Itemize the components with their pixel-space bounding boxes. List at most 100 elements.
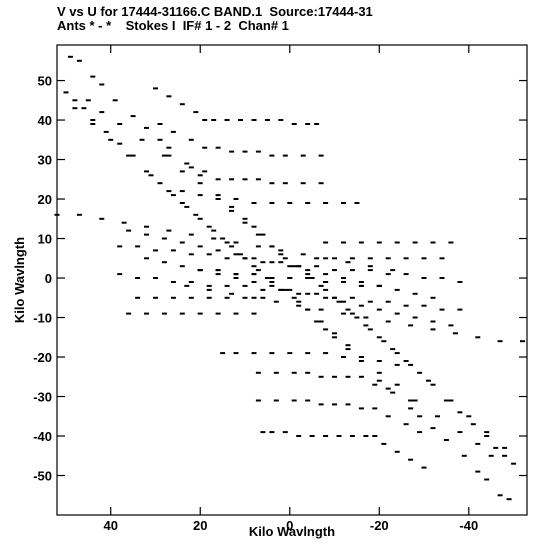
- data-point: [421, 304, 427, 307]
- data-point: [300, 182, 306, 185]
- data-point: [394, 383, 400, 386]
- data-point: [103, 130, 109, 133]
- data-point: [233, 277, 239, 279]
- data-point: [282, 182, 288, 185]
- data-point: [179, 202, 185, 204]
- data-point: [394, 288, 400, 291]
- data-point: [188, 138, 194, 141]
- data-point: [166, 229, 172, 232]
- data-point: [484, 431, 490, 434]
- data-point: [345, 375, 351, 378]
- data-point: [300, 154, 306, 157]
- data-point: [117, 245, 123, 248]
- x-tick-label: -20: [370, 518, 389, 533]
- data-point: [497, 494, 503, 497]
- data-point: [215, 198, 221, 200]
- data-point: [220, 237, 226, 240]
- data-point: [157, 138, 163, 141]
- data-point: [394, 450, 400, 453]
- data-point: [439, 257, 445, 260]
- data-point: [390, 348, 396, 351]
- y-tick-label: 50: [38, 74, 52, 89]
- data-point: [412, 292, 418, 295]
- data-point: [269, 202, 275, 204]
- data-point: [229, 178, 235, 181]
- data-point: [215, 146, 221, 149]
- data-point: [229, 150, 235, 153]
- data-point: [403, 360, 409, 362]
- data-point: [430, 241, 436, 244]
- data-point: [170, 281, 176, 283]
- data-point: [385, 415, 391, 418]
- data-point: [457, 431, 463, 434]
- data-point: [144, 170, 149, 173]
- data-point: [296, 435, 302, 437]
- data-point: [323, 352, 329, 355]
- data-point: [224, 296, 230, 299]
- data-point: [345, 261, 351, 264]
- data-point: [206, 225, 212, 228]
- data-point: [421, 277, 427, 279]
- data-point: [211, 237, 217, 240]
- data-point: [296, 265, 302, 268]
- data-point: [376, 308, 382, 311]
- data-point: [197, 269, 203, 272]
- data-point: [305, 273, 311, 276]
- data-point: [314, 320, 320, 323]
- data-point: [251, 312, 257, 315]
- data-point: [251, 202, 257, 204]
- data-point: [215, 273, 221, 276]
- data-point: [278, 119, 284, 121]
- data-point: [349, 296, 355, 299]
- data-point: [305, 277, 311, 279]
- data-point: [202, 146, 208, 149]
- data-point: [291, 296, 297, 299]
- data-point: [385, 387, 391, 390]
- data-point: [403, 423, 409, 426]
- data-point: [135, 245, 141, 248]
- chart-title: V vs U for 17444-31166.C BAND.1 Source:1…: [57, 4, 373, 19]
- data-point: [376, 379, 382, 382]
- data-point: [305, 269, 311, 272]
- data-point: [188, 166, 194, 169]
- data-point: [202, 119, 208, 121]
- data-point: [242, 150, 248, 153]
- data-point: [511, 462, 517, 465]
- data-point: [291, 371, 297, 374]
- data-point: [238, 119, 243, 121]
- data-point: [264, 119, 270, 121]
- data-point: [502, 446, 508, 449]
- data-point: [63, 91, 69, 94]
- data-point: [144, 233, 149, 236]
- data-point: [287, 288, 293, 291]
- data-point: [452, 332, 458, 335]
- data-point: [417, 431, 423, 434]
- y-tick-label: -10: [33, 311, 52, 326]
- data-point: [139, 138, 145, 141]
- axis-ticks: 40 20 0 -20 -40 50 40 30 20 10 0 -10 -20 -30 -40 -50: [33, 45, 527, 533]
- data-point: [255, 245, 261, 248]
- data-point: [242, 221, 248, 224]
- data-point: [439, 277, 445, 279]
- data-point: [394, 363, 400, 366]
- data-point: [488, 454, 494, 457]
- data-point: [345, 348, 351, 351]
- data-point: [421, 466, 427, 469]
- data-point: [314, 257, 320, 260]
- data-point: [224, 119, 230, 121]
- data-point: [255, 178, 261, 181]
- data-point: [251, 281, 257, 283]
- data-point: [323, 202, 329, 204]
- data-point: [403, 273, 409, 276]
- data-point: [435, 415, 440, 418]
- data-point: [345, 308, 351, 311]
- data-point: [349, 312, 355, 315]
- data-points: [54, 55, 525, 501]
- data-point: [278, 288, 284, 291]
- chart-subtitle: Ants * - * Stokes I IF# 1 - 2 Chan# 1: [57, 18, 289, 33]
- data-point: [233, 241, 239, 244]
- data-point: [412, 241, 418, 244]
- data-point: [251, 265, 257, 268]
- data-point: [197, 217, 203, 220]
- data-point: [166, 154, 172, 157]
